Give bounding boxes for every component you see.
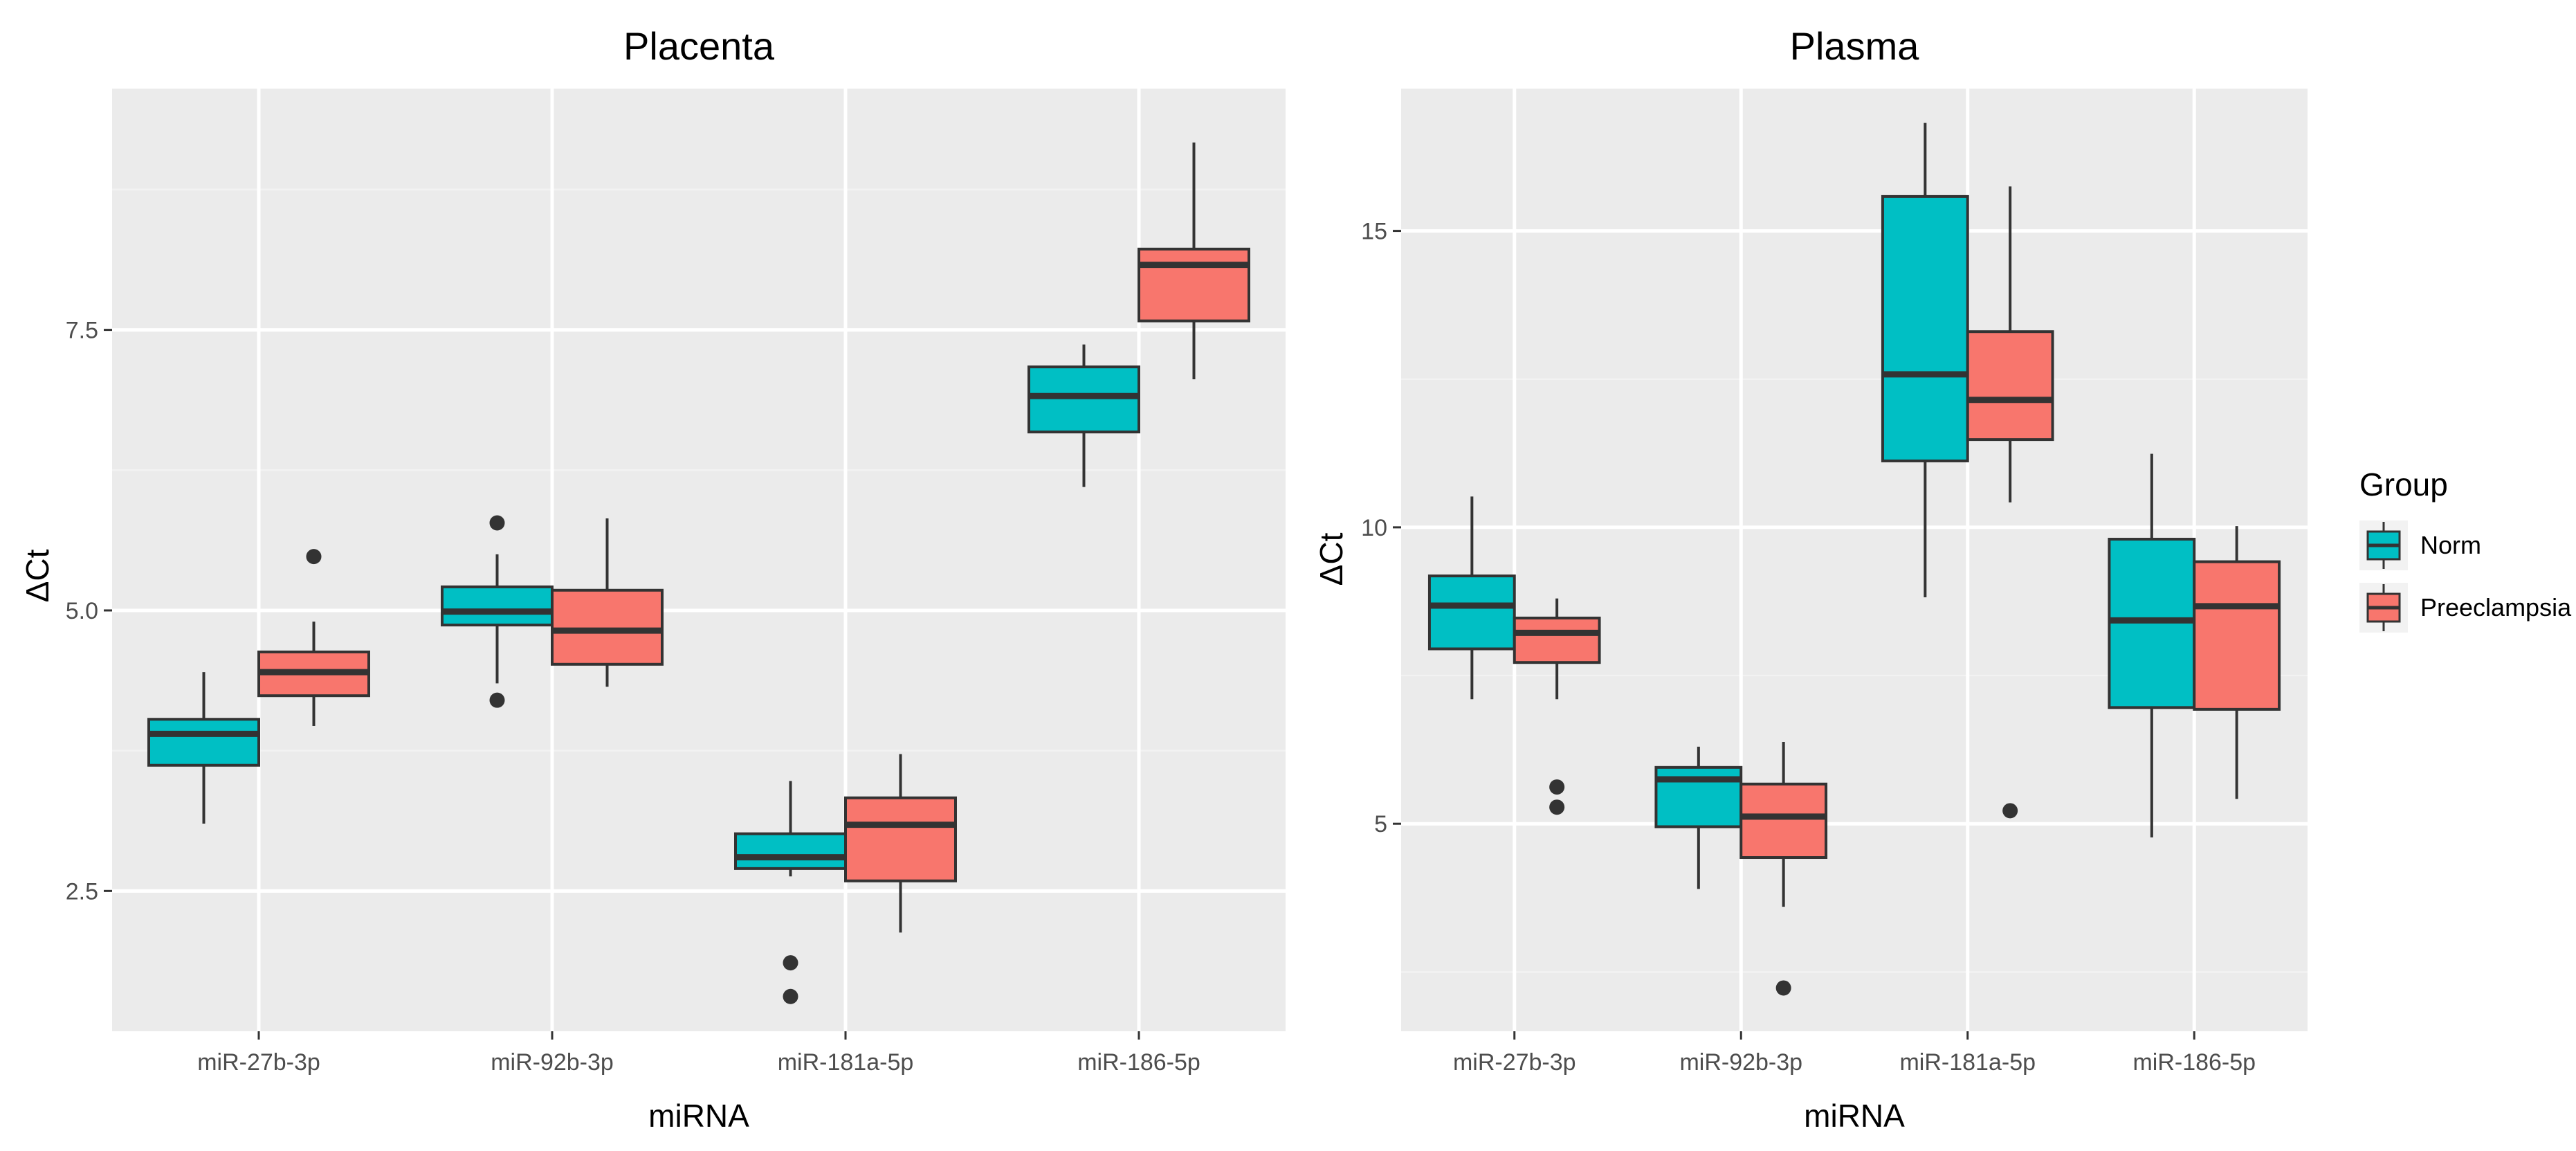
legend-item-norm: Norm: [2359, 520, 2481, 570]
x-tick-label: miR-92b-3p: [1679, 1049, 1802, 1076]
chart-title: Placenta: [623, 24, 775, 68]
box-preeclampsia-miR-186-5p: [1138, 142, 1250, 379]
x-tick-label: miR-181a-5p: [1899, 1049, 2036, 1076]
box-norm-miR-181a-5p: [1881, 123, 1969, 597]
legend-label: Norm: [2420, 531, 2481, 559]
x-axis-title: miRNA: [648, 1098, 749, 1134]
box-norm-miR-27b-3p: [1427, 496, 1516, 700]
legend-title: Group: [2359, 466, 2448, 502]
y-tick-label: 7.5: [66, 318, 98, 344]
y-tick-label: 10: [1361, 515, 1387, 541]
outlier-point: [1549, 779, 1565, 795]
box-iqr: [1513, 616, 1601, 664]
outlier-point: [489, 692, 505, 708]
box-iqr: [551, 588, 664, 666]
box-iqr: [734, 832, 847, 870]
box-iqr: [844, 796, 957, 882]
chart-title: Plasma: [1790, 24, 1920, 68]
outlier-point: [783, 988, 798, 1004]
box-norm-miR-186-5p: [2108, 453, 2196, 837]
outlier-point: [489, 515, 505, 531]
outlier-point: [306, 549, 322, 565]
legend-item-preeclampsia: Preeclampsia: [2359, 583, 2572, 633]
box-preeclampsia-miR-186-5p: [2193, 526, 2281, 799]
box-iqr: [147, 718, 260, 767]
box-norm-miR-186-5p: [1027, 344, 1140, 487]
x-tick-label: miR-186-5p: [1077, 1049, 1200, 1076]
box-norm-miR-92b-3p: [1654, 746, 1743, 889]
outlier-point: [1775, 980, 1791, 996]
box-preeclampsia-miR-27b-3p: [257, 549, 370, 726]
x-tick-label: miR-181a-5p: [778, 1049, 914, 1076]
y-axis-title: ΔCt: [19, 549, 55, 602]
y-tick-label: 15: [1361, 219, 1387, 245]
box-preeclampsia-miR-27b-3p: [1513, 598, 1601, 815]
x-tick-label: miR-27b-3p: [197, 1049, 320, 1076]
box-iqr: [1427, 574, 1516, 651]
placenta-panel: 2.5 5.0 7.5 miR-27b-3p miR-92b-3p miR-181a-5p…: [19, 24, 1286, 1134]
box-preeclampsia-miR-181a-5p: [844, 754, 957, 933]
box-iqr: [1138, 247, 1250, 323]
box-norm-miR-27b-3p: [147, 672, 260, 824]
x-tick-label: miR-27b-3p: [1453, 1049, 1576, 1076]
box-iqr: [1881, 194, 1969, 462]
x-tick-label: miR-186-5p: [2132, 1049, 2256, 1076]
y-tick-label: 5: [1374, 811, 1387, 837]
outlier-point: [1549, 799, 1565, 815]
x-tick-label: miR-92b-3p: [491, 1049, 614, 1076]
y-axis-title: ΔCt: [1313, 532, 1349, 586]
y-tick-label: 2.5: [66, 878, 98, 905]
box-preeclampsia-miR-92b-3p: [1739, 741, 1828, 996]
box-iqr: [1027, 365, 1140, 434]
box-iqr: [1966, 330, 2054, 442]
y-tick-label: 5.0: [66, 598, 98, 624]
outlier-point: [2002, 803, 2018, 819]
box-preeclampsia-miR-181a-5p: [1966, 186, 2054, 819]
plasma-panel: 5 10 15 miR-27b-3p miR-92b-3p miR-181a-5p miR-…: [1313, 24, 2308, 1134]
box-preeclampsia-miR-92b-3p: [551, 518, 664, 687]
legend: Group Norm Preeclampsia: [2359, 466, 2572, 633]
box-iqr: [2193, 560, 2281, 711]
box-norm-miR-92b-3p: [441, 515, 554, 708]
x-axis-title: miRNA: [1804, 1098, 1905, 1134]
box-iqr: [441, 585, 554, 627]
legend-label: Preeclampsia: [2420, 593, 2572, 622]
box-iqr: [1739, 782, 1828, 860]
outlier-point: [783, 955, 798, 971]
